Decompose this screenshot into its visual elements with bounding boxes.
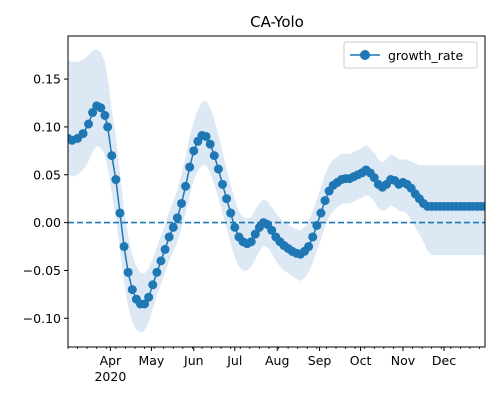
data-point: [181, 181, 191, 191]
data-point: [369, 173, 379, 183]
legend-marker-swatch: [360, 50, 370, 60]
x-tick-label: May: [138, 353, 164, 368]
y-tick-label: −0.05: [23, 263, 61, 278]
data-point: [152, 267, 162, 277]
data-point: [127, 285, 137, 295]
data-point: [222, 194, 232, 204]
data-point: [156, 256, 166, 266]
data-point: [96, 103, 106, 113]
data-point: [115, 208, 125, 218]
data-point: [201, 131, 211, 141]
data-point: [119, 242, 129, 252]
data-point: [304, 242, 314, 252]
data-point: [213, 164, 223, 174]
legend: growth_rate: [343, 41, 478, 69]
data-point: [308, 232, 318, 242]
y-tick-label: 0.00: [33, 215, 61, 230]
data-point: [84, 119, 94, 129]
data-point: [107, 151, 117, 161]
data-point: [88, 108, 98, 118]
x-tick-label: Jun: [183, 353, 204, 368]
confidence-band: [68, 49, 485, 333]
data-point: [160, 244, 170, 254]
data-point: [189, 146, 199, 156]
data-point: [168, 222, 178, 232]
plot-area: [68, 49, 485, 333]
data-point: [185, 162, 195, 172]
data-point: [209, 151, 219, 161]
data-point: [480, 201, 485, 211]
y-tick-label: 0.15: [33, 72, 61, 87]
data-point: [226, 208, 236, 218]
data-point: [103, 122, 113, 132]
data-point: [140, 299, 150, 309]
data-point: [164, 232, 174, 242]
data-point: [144, 292, 154, 302]
axes-frame: [67, 35, 486, 348]
data-point: [218, 179, 227, 189]
data-point: [230, 222, 240, 232]
data-point: [320, 196, 330, 206]
data-point: [123, 267, 133, 277]
x-tick-label: Aug: [265, 353, 289, 368]
data-point: [148, 280, 158, 290]
x-tick-label: Dec: [432, 353, 456, 368]
x-tick-label: Nov: [391, 353, 416, 368]
data-point: [267, 225, 277, 235]
data-point: [111, 175, 121, 185]
data-point: [172, 213, 182, 223]
y-tick-label: −0.10: [23, 311, 61, 326]
data-point: [316, 208, 326, 218]
chart-title: CA-Yolo: [250, 13, 304, 31]
data-point: [250, 229, 260, 239]
legend-box: [343, 41, 478, 69]
data-point: [205, 139, 215, 149]
x-tick-label: Oct: [350, 353, 372, 368]
x-tick-label: Sep: [308, 353, 332, 368]
x-tick-label: Jul: [226, 353, 242, 368]
x-year-label: 2020: [94, 369, 126, 384]
y-tick-label: 0.10: [33, 119, 61, 134]
axes: −0.10 −0.05 0.00 0.05 0.10 0.15 Apr May Jun Jul Au…: [23, 35, 486, 384]
data-point: [246, 237, 256, 247]
data-point: [176, 198, 186, 208]
data-point: [312, 220, 322, 230]
plot-clip-group: [68, 49, 485, 333]
legend-entry-growth-rate: growth_rate: [388, 48, 463, 63]
data-point: [100, 110, 110, 120]
x-tick-label: Apr: [100, 353, 122, 368]
data-point: [78, 129, 88, 139]
y-tick-label: 0.05: [33, 167, 61, 182]
